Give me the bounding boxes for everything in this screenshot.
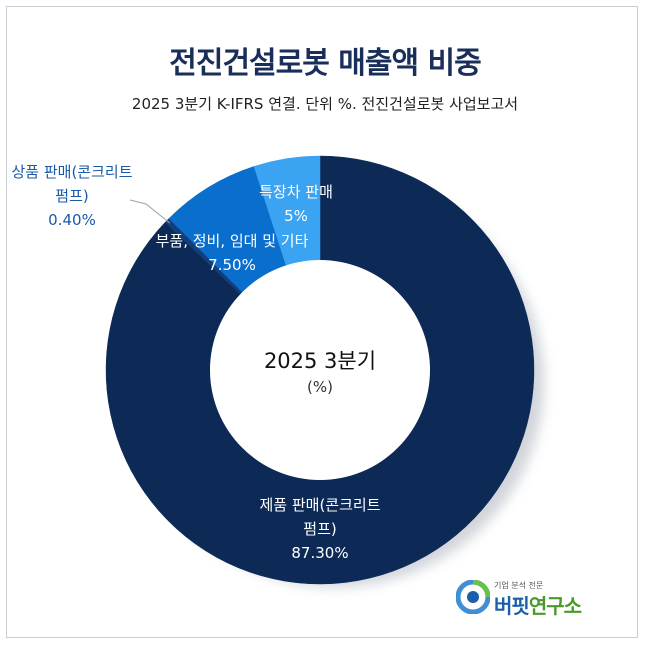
slice-value-special-vehicle: 5% — [284, 207, 308, 225]
slice-label-product-sales: 펌프) — [303, 520, 336, 538]
logo-name-blue: 버핏 — [494, 594, 530, 618]
donut-hole — [210, 260, 430, 480]
leader-lines — [129, 199, 171, 224]
slice-value-parts-service: 7.50% — [208, 256, 256, 274]
logo-mark-icon — [456, 580, 490, 614]
leader-line-goods-sales — [129, 199, 171, 224]
chart-title: 전진건설로봇 매출액 비중 — [169, 46, 482, 81]
logo-name: 버핏연구소 — [494, 590, 582, 619]
slice-label-parts-service: 부품, 정비, 임대 및 기타 — [156, 232, 309, 250]
center-unit: (%) — [307, 378, 333, 396]
chart-frame — [6, 6, 638, 638]
chart-subtitle: 2025 3분기 K-IFRS 연결. 단위 %. 전진건설로봇 사업보고서 — [131, 95, 519, 113]
logo-name-green: 연구소 — [528, 594, 582, 618]
slice-label-goods-sales: 펌프) — [55, 187, 88, 205]
slices — [105, 155, 535, 585]
slice-value-product-sales: 87.30% — [291, 544, 348, 562]
logo-tagline: 기업 분석 전문 — [494, 581, 544, 590]
slice-value-goods-sales: 0.40% — [48, 211, 96, 229]
brand-logo: 기업 분석 전문 버핏연구소 — [456, 578, 616, 618]
slice-label-goods-sales: 상품 판매(콘크리트 — [11, 163, 132, 181]
slice-label-special-vehicle: 특장차 판매 — [259, 183, 333, 201]
center-label: 2025 3분기 — [264, 349, 376, 373]
slice-label-product-sales: 제품 판매(콘크리트 — [259, 496, 380, 514]
